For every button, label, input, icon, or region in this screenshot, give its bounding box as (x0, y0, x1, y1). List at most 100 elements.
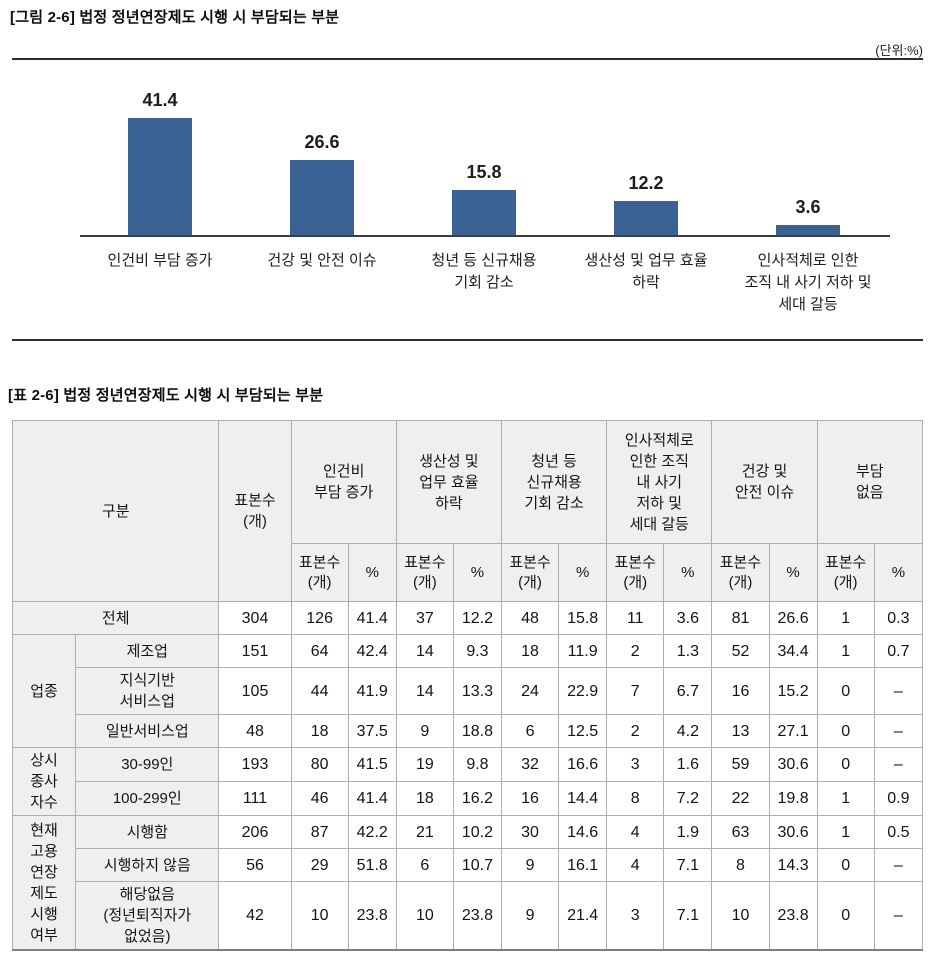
cell-percent: – (873, 667, 924, 715)
cell-percent: 0.9 (873, 781, 924, 816)
cell-sample-total: 206 (218, 815, 292, 849)
group-header-labor-cost: 인건비 부담 증가 (290, 420, 397, 544)
cell-sample: 10 (711, 881, 770, 951)
figure-top-rule (12, 58, 923, 60)
cell-percent: 0.5 (873, 815, 924, 849)
cell-percent: 37.5 (347, 714, 397, 748)
cell-percent: 4.2 (663, 714, 713, 748)
row-label: 제조업 (75, 634, 220, 668)
cell-percent: 34.4 (768, 634, 818, 668)
group-header-youth-hiring: 청년 등 신규채용 기회 감소 (500, 420, 608, 544)
cell-sample: 37 (395, 601, 454, 635)
group-header-productivity: 생산성 및 업무 효율 하락 (395, 420, 502, 544)
cell-sample: 9 (395, 714, 454, 748)
cell-sample: 18 (395, 781, 454, 816)
cell-sample: 6 (395, 848, 454, 882)
cell-sample: 14 (395, 667, 454, 715)
cell-percent: 7.1 (663, 881, 713, 951)
row-group-label: 현재 고용 연장 제도 시행 여부 (11, 815, 77, 951)
cell-sample: 2 (606, 634, 665, 668)
row-label: 일반서비스업 (75, 714, 220, 748)
cell-percent: 10.7 (452, 848, 502, 882)
bar (776, 225, 840, 235)
table-row: 현재 고용 연장 제도 시행 여부 시행함 206 87 42.2 21 10.2 30 14.… (11, 815, 924, 951)
cell-percent: 41.4 (347, 781, 397, 816)
cell-sample: 0 (816, 667, 875, 715)
group-header-no-burden: 부담 없음 (816, 420, 924, 544)
cell-percent: 6.7 (663, 667, 713, 715)
bar (290, 160, 354, 235)
cell-percent: 9.3 (452, 634, 502, 668)
cell-sample: 22 (711, 781, 770, 816)
cell-sample: 10 (290, 881, 349, 951)
cell-percent: – (873, 747, 924, 782)
cell-sample: 18 (290, 714, 349, 748)
bar-chart: 41.4 인건비 부담 증가 26.6 건강 및 안전 이슈 15.8 청년 등 신규채용… (0, 70, 935, 338)
bar-value-label: 3.6 (795, 197, 821, 217)
cell-sample: 11 (606, 601, 665, 635)
cell-percent: – (873, 881, 924, 951)
subheader-sample-count: 표본수 (개) (500, 543, 560, 602)
bar (128, 118, 192, 235)
table-row: 지식기반 서비스업 105 44 41.9 14 13.3 24 22.9 7 6.7 16 15.2… (13, 667, 924, 715)
cell-sample: 126 (290, 601, 349, 635)
cell-sample: 4 (606, 848, 665, 882)
cell-sample: 9 (500, 848, 560, 882)
cell-percent: 0.3 (873, 601, 924, 635)
bar-value-label: 12.2 (628, 173, 664, 193)
row-label: 30-99인 (75, 747, 220, 782)
cell-percent: 22.9 (558, 667, 608, 715)
cell-percent: 1.6 (663, 747, 713, 782)
cell-sample: 63 (711, 815, 770, 849)
cell-sample-total: 304 (218, 601, 292, 635)
subheader-sample-count: 표본수 (개) (290, 543, 349, 602)
bar-category-label: 청년 등 신규채용 기회 감소 (431, 252, 537, 291)
row-label: 해당없음 (정년퇴직자가 없었음) (75, 881, 220, 951)
cell-sample: 1 (816, 781, 875, 816)
bar-value-label: 41.4 (142, 90, 178, 110)
cell-percent: 1.3 (663, 634, 713, 668)
x-axis-line (80, 235, 890, 237)
cell-percent: 18.8 (452, 714, 502, 748)
cell-sample: 16 (711, 667, 770, 715)
cell-sample: 4 (606, 815, 665, 849)
cell-percent: 14.6 (558, 815, 608, 849)
cell-percent: 42.2 (347, 815, 397, 849)
cell-sample-total: 151 (218, 634, 292, 668)
bar (614, 201, 678, 235)
cell-sample: 13 (711, 714, 770, 748)
cell-percent: 41.4 (347, 601, 397, 635)
cell-sample: 8 (711, 848, 770, 882)
bar-category-label: 생산성 및 업무 효율 하락 (584, 252, 708, 291)
cell-percent: 16.6 (558, 747, 608, 782)
figure-bottom-rule (12, 339, 923, 341)
cell-sample: 46 (290, 781, 349, 816)
cell-percent: 14.4 (558, 781, 608, 816)
cell-percent: 16.1 (558, 848, 608, 882)
cell-percent: 27.1 (768, 714, 818, 748)
subheader-sample-count: 표본수 (개) (816, 543, 875, 602)
cell-sample: 59 (711, 747, 770, 782)
cell-sample: 3 (606, 747, 665, 782)
table-title: [표 2-6] 법정 정년연장제도 시행 시 부담되는 부분 (8, 387, 324, 404)
cell-sample: 16 (500, 781, 560, 816)
cell-sample: 1 (816, 601, 875, 635)
cell-sample: 24 (500, 667, 560, 715)
table-row: 시행하지 않음 56 29 51.8 6 10.7 9 16.1 4 7.1 8 14.3 0– (13, 848, 924, 882)
row-label: 전체 (11, 601, 220, 635)
cell-percent: 51.8 (347, 848, 397, 882)
cell-percent: 23.8 (347, 881, 397, 951)
cell-percent: 7.1 (663, 848, 713, 882)
cell-percent: 13.3 (452, 667, 502, 715)
cell-sample: 6 (500, 714, 560, 748)
subheader-sample-count: 표본수 (개) (711, 543, 770, 602)
subheader-percent: % (768, 543, 818, 602)
subheader-percent: % (663, 543, 713, 602)
cell-sample: 7 (606, 667, 665, 715)
row-label: 100-299인 (75, 781, 220, 816)
cell-sample: 1 (816, 815, 875, 849)
cell-percent: 11.9 (558, 634, 608, 668)
cell-sample: 52 (711, 634, 770, 668)
cell-sample: 9 (500, 881, 560, 951)
